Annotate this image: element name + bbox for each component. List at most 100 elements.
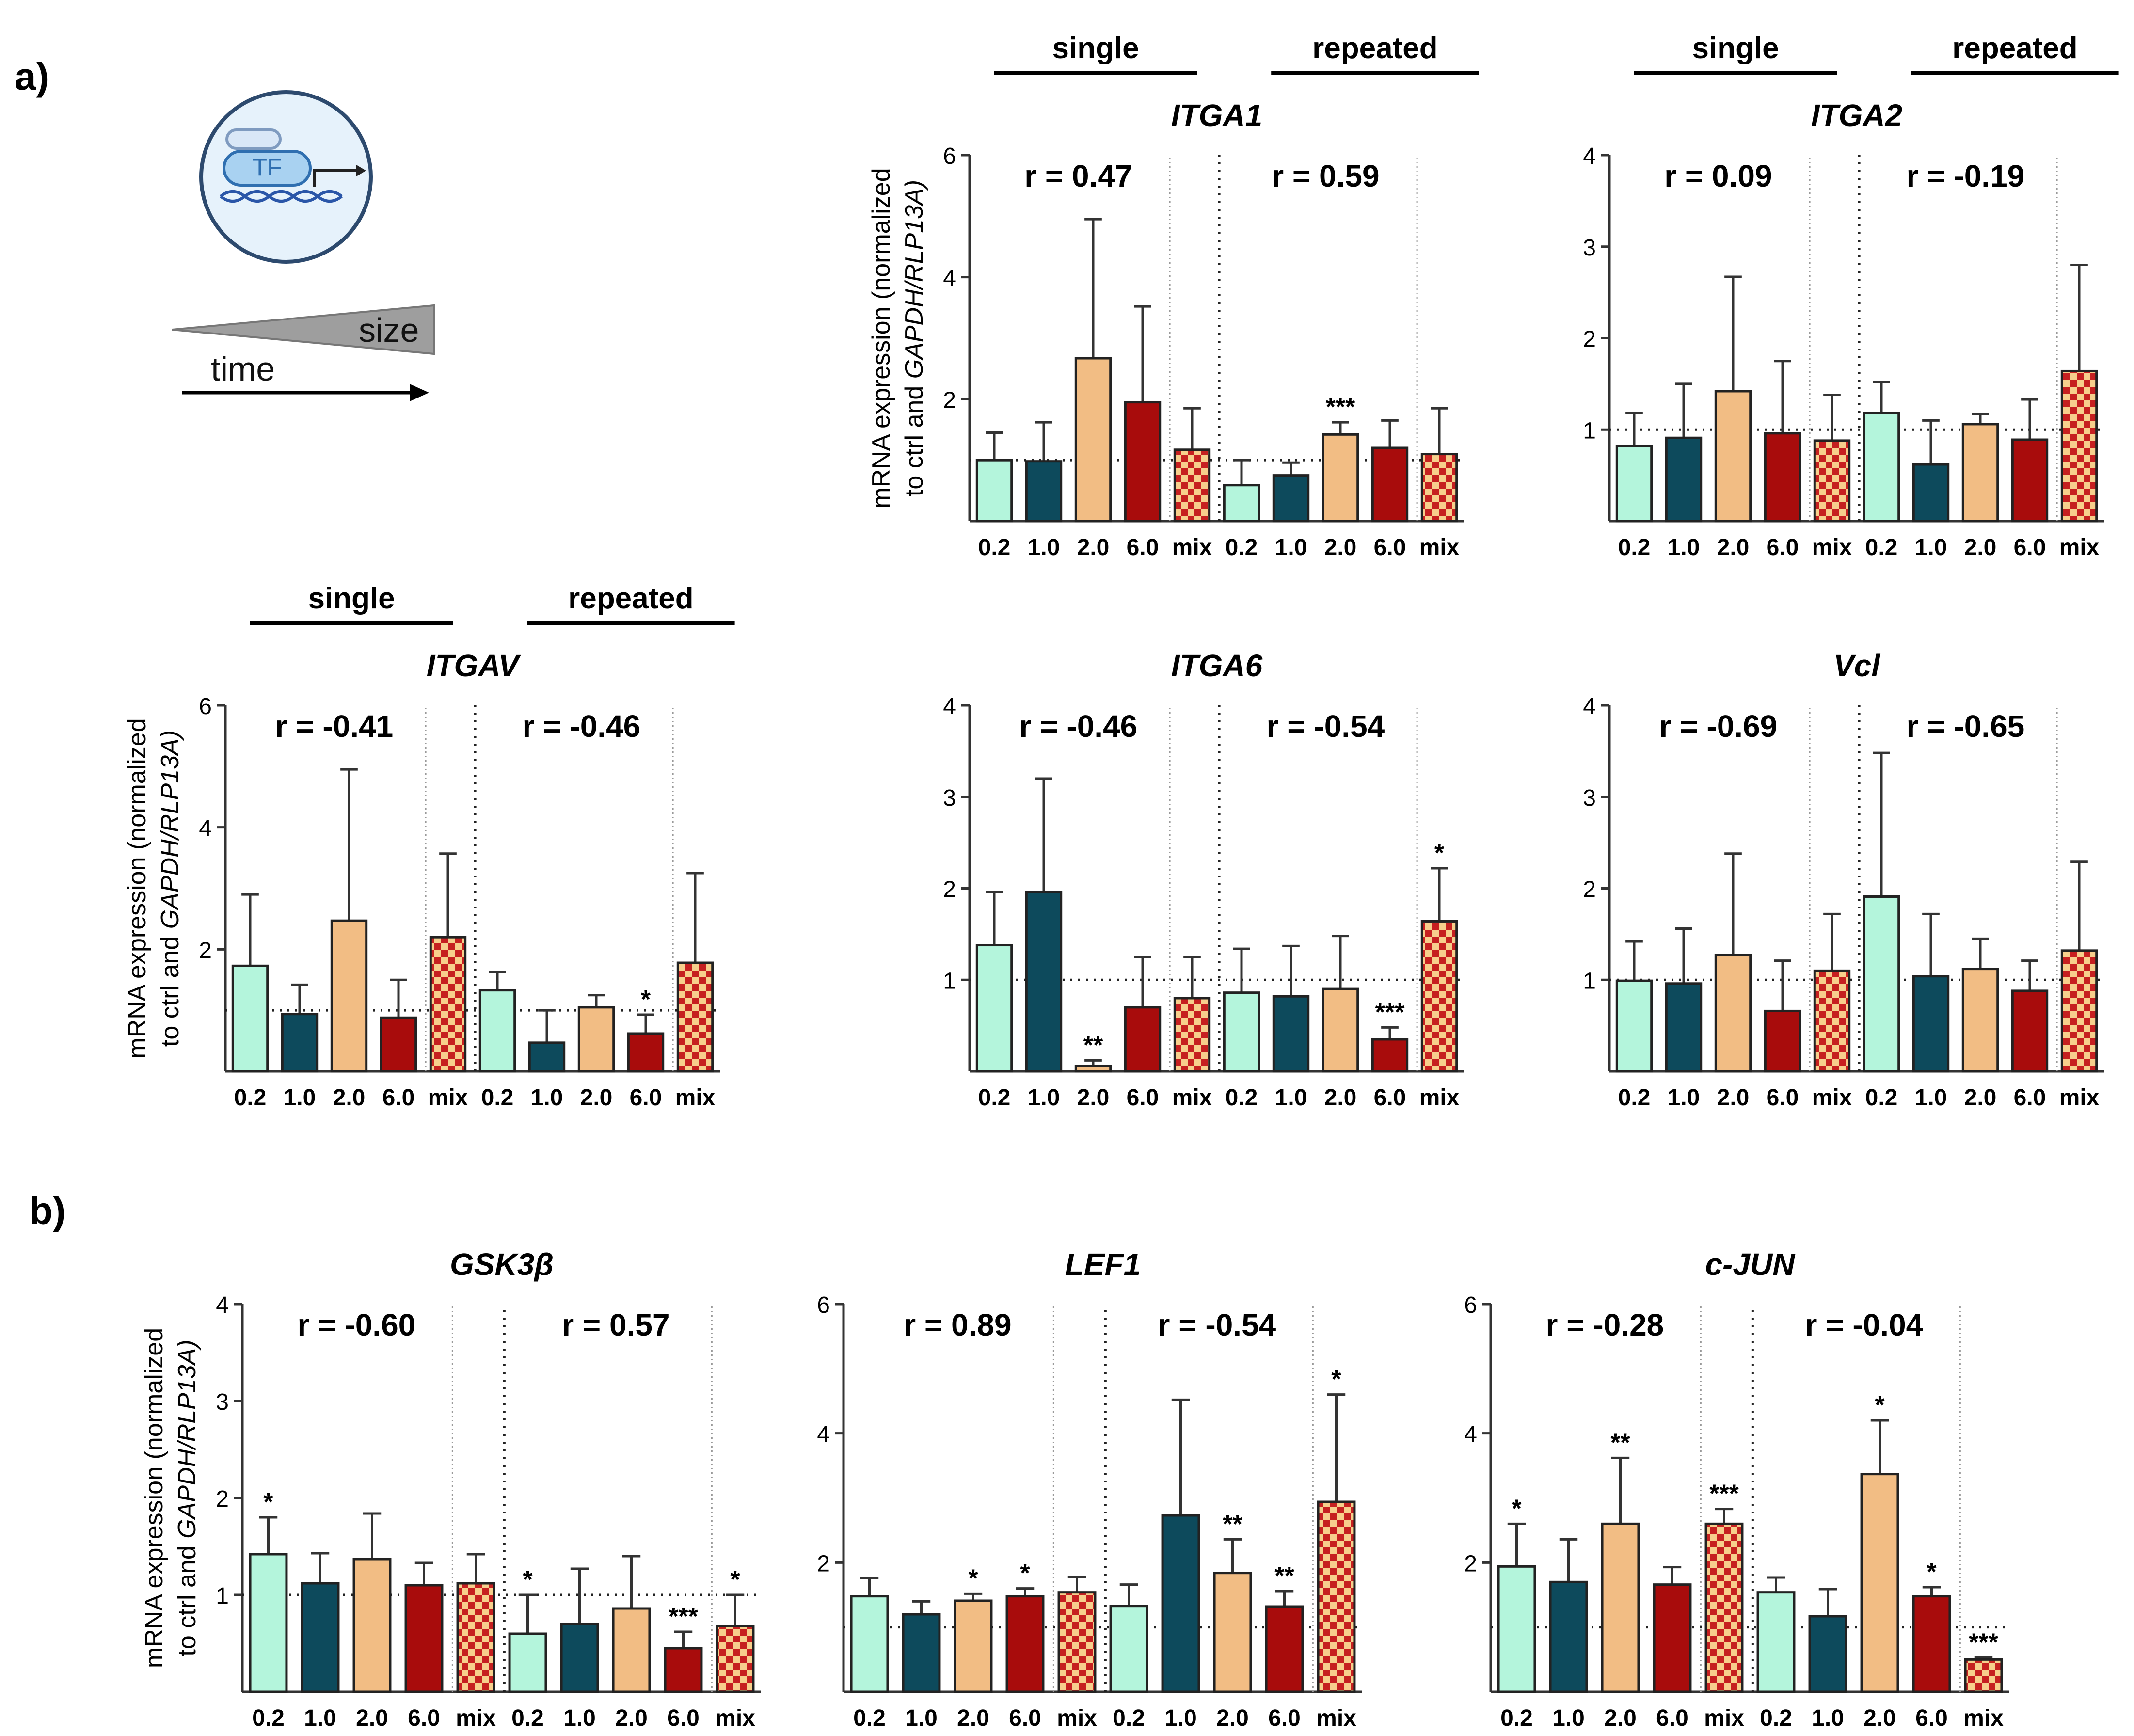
group-label-single: single: [308, 582, 395, 615]
x-tick-label: 0.2: [252, 1705, 285, 1731]
y-tick-label: 2: [216, 1486, 229, 1512]
panel-a-label: a): [15, 55, 49, 98]
bar-single-mix: [1057, 1591, 1097, 1693]
x-tick-label: 2.0: [1863, 1705, 1896, 1731]
group-label-repeated: repeated: [1312, 32, 1437, 65]
bar-single-0.2: [975, 944, 1013, 1073]
bar-single-0.2: [231, 964, 269, 1073]
x-tick-label: mix: [428, 1085, 468, 1111]
chart-itga6: ITGA6 1 2 3 4 r = -0.46 r = -0.54 0.2 1.0 ** 2.0 6.…: [943, 648, 1464, 1111]
x-tick-label: 0.2: [1226, 1085, 1258, 1111]
x-tick-label: 1.0: [304, 1705, 336, 1731]
x-tick-label: 1.0: [1668, 1085, 1700, 1111]
x-tick-label: mix: [1419, 1085, 1460, 1111]
bar-repeated-0.2: [1863, 412, 1900, 523]
chart-title: ITGA6: [1171, 648, 1263, 683]
bar-single-0.2: [249, 1553, 288, 1693]
x-tick-label: mix: [1419, 535, 1460, 560]
bar-repeated-0.2: [1109, 1605, 1148, 1693]
y-tick-label: 2: [1464, 1551, 1477, 1577]
bar-single-1.0: [281, 1013, 319, 1073]
bar-repeated-0.2: [1223, 991, 1260, 1073]
bar-single-6.0: [1764, 1009, 1801, 1073]
tf-label: TF: [252, 154, 282, 181]
y-axis-title-prefix: to ctrl and: [173, 1539, 201, 1656]
bar-repeated-mix: [676, 961, 714, 1073]
cofactor-shape-icon: [225, 128, 282, 150]
y-tick-label: 4: [216, 1292, 229, 1318]
bar-repeated-mix: [1420, 453, 1458, 523]
bar-repeated-0.2: [1223, 484, 1260, 523]
y-axis-title-line2: to ctrl and GAPDH/RLP13A): [173, 1339, 201, 1656]
r-value-single: r = -0.69: [1659, 709, 1778, 744]
bar-single-6.0: [404, 1584, 444, 1693]
y-tick-label: 3: [943, 785, 956, 811]
x-tick-label: mix: [1172, 1085, 1212, 1111]
x-tick-label: 1.0: [1275, 1085, 1307, 1111]
x-tick-label: 0.2: [1226, 535, 1258, 560]
bar-repeated-2.0: [1961, 968, 1999, 1073]
significance-label: *: [1331, 1366, 1341, 1394]
r-value-single: r = 0.89: [904, 1307, 1011, 1342]
bar-single-2.0: [1074, 1065, 1112, 1073]
chart-title: ITGAV: [427, 648, 522, 683]
y-axis-title-line2: to ctrl and GAPDH/RLP13A): [900, 180, 928, 496]
x-tick-label: 6.0: [667, 1705, 700, 1731]
y-axis-title-line2: to ctrl and GAPDH/RLP13A): [156, 730, 184, 1047]
bar-single-2.0: [1601, 1522, 1640, 1693]
y-axis-title-genes: GAPDH/RLP13A): [156, 730, 184, 929]
chart-gsk3b: GSK3β 1 2 3 4 mRNA expression (normalized to c…: [140, 1247, 761, 1731]
x-tick-label: 2.0: [580, 1085, 613, 1111]
x-tick-label: 0.2: [481, 1085, 514, 1111]
x-tick-label: mix: [2059, 1085, 2100, 1111]
significance-label: **: [1274, 1562, 1294, 1590]
chart-itga2: ITGA2 1 2 3 4 single repeated r = 0.09 r = -0.19…: [1583, 32, 2119, 560]
bar-repeated-6.0: [664, 1647, 703, 1693]
r-value-repeated: r = -0.19: [1907, 159, 2025, 193]
x-tick-label: 0.2: [1760, 1705, 1792, 1731]
significance-label: ***: [1969, 1628, 1998, 1656]
bar-repeated-0.2: [1756, 1591, 1796, 1693]
y-tick-label: 6: [199, 694, 212, 719]
x-tick-label: mix: [456, 1705, 496, 1731]
y-tick-label: 3: [1583, 785, 1596, 811]
y-tick-label: 4: [1583, 694, 1596, 719]
x-tick-label: 6.0: [408, 1705, 440, 1731]
bar-single-0.2: [850, 1595, 889, 1693]
chart-title: ITGA1: [1171, 98, 1262, 133]
bar-single-mix: [1813, 969, 1851, 1073]
x-tick-label: 2.0: [333, 1085, 366, 1111]
y-tick-label: 1: [216, 1583, 229, 1609]
bar-repeated-1.0: [1808, 1615, 1847, 1693]
x-tick-label: 0.2: [1618, 1085, 1651, 1111]
significance-label: **: [1223, 1510, 1242, 1538]
bar-single-mix: [1813, 439, 1851, 523]
y-tick-label: 4: [817, 1422, 830, 1448]
dna-strand-1-icon: [220, 190, 343, 203]
group-label-single: single: [1052, 32, 1139, 65]
x-tick-label: 6.0: [630, 1085, 662, 1111]
bar-single-0.2: [975, 459, 1013, 523]
group-label-repeated: repeated: [568, 582, 693, 615]
bar-single-2.0: [1714, 390, 1752, 523]
x-tick-label: 0.2: [1618, 535, 1651, 560]
bar-single-0.2: [1615, 445, 1653, 523]
x-tick-label: mix: [1963, 1705, 2004, 1731]
significance-label: *: [523, 1566, 533, 1594]
y-axis-title-genes: GAPDH/RLP13A): [900, 180, 928, 379]
x-tick-label: mix: [2059, 535, 2100, 560]
r-value-repeated: r = -0.54: [1267, 709, 1385, 744]
significance-label: *: [1434, 839, 1445, 867]
x-tick-label: 6.0: [1767, 1085, 1799, 1111]
x-tick-label: 0.2: [978, 1085, 1011, 1111]
time-label: time: [211, 350, 275, 388]
significance-label: *: [968, 1564, 978, 1593]
bar-single-6.0: [1764, 432, 1801, 523]
y-tick-label: 2: [199, 938, 212, 963]
y-tick-label: 1: [943, 968, 956, 994]
x-tick-label: 2.0: [1216, 1705, 1249, 1731]
bar-single-1.0: [301, 1582, 340, 1693]
r-value-single: r = -0.60: [298, 1307, 416, 1342]
r-value-single: r = 0.09: [1664, 159, 1772, 193]
y-tick-label: 4: [1464, 1422, 1477, 1448]
